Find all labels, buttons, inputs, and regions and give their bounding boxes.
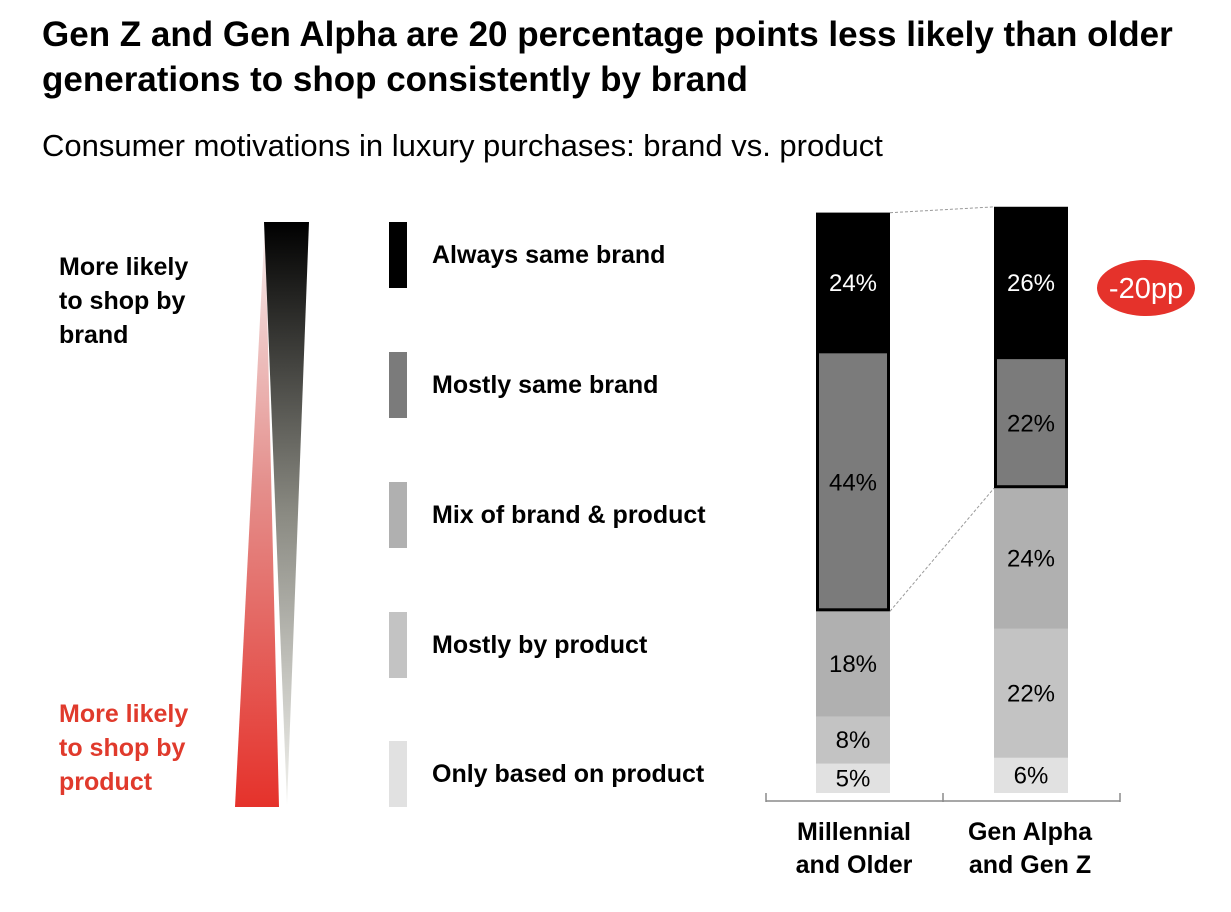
bar-value-label: 8% [836,727,871,754]
chart-title: Gen Z and Gen Alpha are 20 percentage po… [42,15,1173,99]
category-label: Millennial [797,818,911,846]
brand-share-outline [994,206,1068,489]
bar-value-label: 22% [1007,411,1055,438]
bar-segment [994,488,1068,629]
legend-swatch [389,612,407,678]
bar-value-label: 18% [829,651,877,678]
legend-label: Mix of brand & product [432,501,706,529]
brand-gradient-wedge [264,222,309,805]
difference-badge [1097,260,1195,316]
product-gradient-wedge [235,222,279,807]
bar-value-label: 22% [1007,680,1055,707]
bar-value-label: 44% [829,469,877,496]
connector-line-bottom [889,487,995,612]
legend-swatch [389,482,407,548]
bar-segment [816,353,890,612]
legend-swatch [389,222,407,288]
legend-label: Mostly by product [432,631,648,659]
bar-segment [816,716,890,764]
side-label-line: to shop by [59,734,186,762]
legend-label: Only based on product [432,760,705,788]
side-label-line: More likely [59,700,189,728]
bar-value-label: 24% [1007,546,1055,573]
brand-share-outline [816,212,890,612]
bar-segment [816,763,890,793]
bar-segment [816,611,890,717]
bar-segment [994,359,1068,489]
legend-swatch [389,741,407,807]
legend-label: Mostly same brand [432,371,659,399]
category-label: Gen Alpha [968,818,1093,846]
more-likely-brand-label: More likely to shop by brand [59,250,259,352]
bar-segment [816,212,890,354]
bar-segment [994,206,1068,360]
side-label-line: brand [59,321,129,349]
bar-value-label: 6% [1014,762,1049,789]
more-likely-product-label: More likely to shop by product [59,697,259,799]
bar-segment [994,757,1068,793]
difference-badge-text: -20pp [1109,273,1183,305]
side-label-line: to shop by [59,287,186,315]
side-label-line: product [59,768,153,796]
bar-segment [994,628,1068,758]
legend-swatch [389,352,407,418]
category-label: and Older [796,851,913,879]
chart-subtitle: Consumer motivations in luxury purchases… [42,128,883,163]
bar-value-label: 26% [1007,270,1055,297]
side-label-line: More likely [59,253,189,281]
bar-value-label: 5% [836,765,871,792]
legend-label: Always same brand [432,241,666,269]
category-label: and Gen Z [969,851,1091,879]
connector-line-top [889,206,995,214]
bar-value-label: 24% [829,270,877,297]
